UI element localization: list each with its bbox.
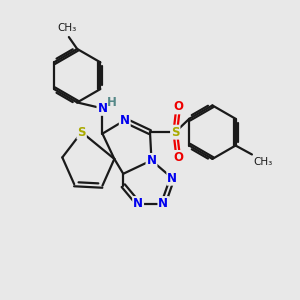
Text: N: N xyxy=(158,197,168,210)
Text: CH₃: CH₃ xyxy=(254,157,273,167)
Text: O: O xyxy=(173,151,183,164)
Text: S: S xyxy=(77,126,86,139)
Text: N: N xyxy=(120,114,130,127)
Text: N: N xyxy=(98,102,107,115)
Text: CH₃: CH₃ xyxy=(58,23,77,34)
Text: O: O xyxy=(173,100,183,113)
Text: N: N xyxy=(146,154,157,167)
Text: N: N xyxy=(133,197,143,210)
Text: N: N xyxy=(167,172,177,185)
Text: S: S xyxy=(171,126,179,139)
Text: H: H xyxy=(107,96,117,109)
